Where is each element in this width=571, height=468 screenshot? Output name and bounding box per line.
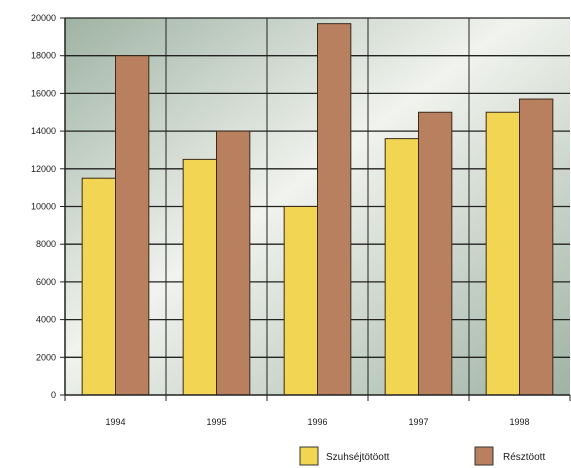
bar-1-1996 [283,206,319,396]
bar-2-1994 [115,55,150,396]
y-tick-label: 10000 [31,202,56,212]
x-tick-label: 1998 [509,417,529,427]
legend-swatch-series-1 [299,446,319,466]
y-tick-label: 4000 [36,315,56,325]
y-tick-label: 8000 [36,239,56,249]
bar-1-1998 [485,111,521,396]
bar-1-1997 [384,138,420,396]
y-tick-labels: 0 2000 4000 6000 8000 10000 12000 14000 16000 180… [31,13,56,400]
x-tick-label: 1995 [206,417,226,427]
bar-2-1996 [317,23,352,396]
x-tick-label: 1994 [105,417,125,427]
legend: Szuhséjtötöott Résztöott [299,446,545,466]
y-tick-label: 20000 [31,13,56,23]
y-tick-label: 6000 [36,277,56,287]
legend-label-series-1: Szuhséjtötöott [326,452,390,463]
bar-2-1998 [519,98,554,396]
y-tick-label: 2000 [36,352,56,362]
legend-swatch-series-2 [474,446,494,466]
legend-label-series-2: Résztöott [503,452,545,463]
axes [60,17,571,401]
bar-1-1994 [81,177,116,396]
y-tick-label: 18000 [31,51,56,61]
bar-1-1995 [182,158,217,396]
y-tick-label: 0 [51,390,56,400]
bars [81,23,554,396]
y-tick-label: 14000 [31,126,56,136]
x-tick-label: 1997 [408,417,428,427]
x-tick-labels: 1994 1995 1996 1997 1998 [105,417,529,427]
bar-2-1997 [418,111,453,396]
y-tick-label: 12000 [31,164,56,174]
x-tick-label: 1996 [307,417,327,427]
bar-2-1995 [216,130,251,396]
y-tick-label: 16000 [31,88,56,98]
